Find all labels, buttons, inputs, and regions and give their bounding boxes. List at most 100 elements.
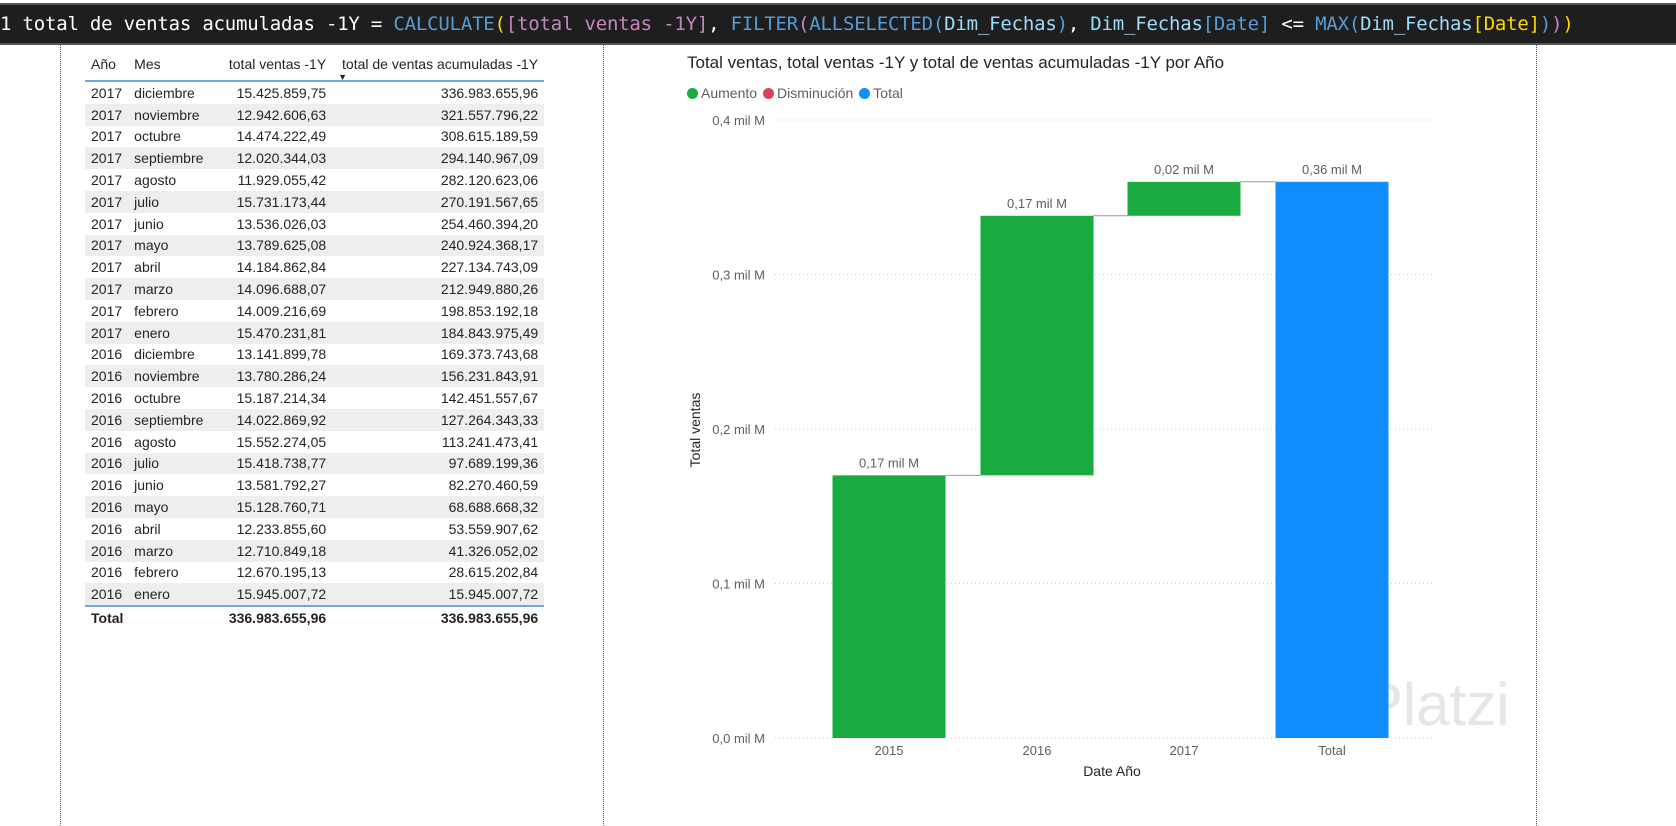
cell-year: 2017 <box>91 106 123 123</box>
table-row[interactable]: 2016 mayo 15.128.760,71 68.688.668,32 <box>85 496 545 518</box>
cell-cumulative: 294.140.967,09 <box>440 150 539 167</box>
cell-month: enero <box>134 324 170 341</box>
table-row[interactable]: 2016 abril 12.233.855,60 53.559.907,62 <box>85 518 544 540</box>
data-table: Año Mes total ventas -1Y total de ventas… <box>85 52 545 629</box>
fn-max: MAX <box>1315 13 1349 35</box>
cell-sales: 13.141.899,78 <box>236 346 327 363</box>
table-ref: Dim_Fechas <box>1090 13 1203 35</box>
cell-cumulative: 41.326.052,02 <box>448 542 539 559</box>
cell-month: julio <box>134 193 160 210</box>
y-tick-label: 0,4 mil M <box>712 113 765 128</box>
cell-month: noviembre <box>134 368 200 385</box>
cell-cumulative: 270.191.567,65 <box>440 193 539 210</box>
bar-2017 <box>1127 181 1241 216</box>
column-ref: [total ventas -1Y] <box>505 13 709 35</box>
visual-border <box>1536 44 1537 826</box>
cell-year: 2017 <box>91 215 123 232</box>
cell-cumulative: 169.373.743,68 <box>440 346 539 363</box>
table-row[interactable]: 2017 julio 15.731.173,44 270.191.567,65 <box>85 190 545 213</box>
cell-month: septiembre <box>134 411 204 428</box>
cell-cumulative: 53.559.907,62 <box>448 520 539 537</box>
table-row[interactable]: 2016 marzo 12.710.849,18 41.326.052,02 <box>85 539 545 562</box>
x-tick-label: Total <box>1318 743 1346 758</box>
legend-label: Aumento <box>701 85 758 101</box>
cell-cumulative: 212.949.880,26 <box>440 281 539 298</box>
cell-sales: 15.425.859,75 <box>236 84 327 101</box>
legend-item[interactable]: Disminución <box>763 85 853 101</box>
table-row[interactable]: 2016 febrero 12.670.195,13 28.615.202,84 <box>85 562 544 584</box>
cell-sales: 15.945.007,72 <box>236 586 327 603</box>
cell-sales: 12.670.195,13 <box>236 564 327 581</box>
cell-month: agosto <box>134 433 177 450</box>
table-row[interactable]: 2016 septiembre 14.022.869,92 127.264.343,3… <box>85 408 545 431</box>
table-row[interactable]: 2017 octubre 14.474.222,49 308.615.189,59 <box>85 126 544 148</box>
paren: ( <box>1348 13 1361 35</box>
header-cumulative[interactable]: total de ventas acumuladas -1Y ▼ <box>332 52 544 82</box>
table-row[interactable]: 2017 marzo 14.096.688,07 212.949.880,26 <box>85 278 545 300</box>
cell-sales: 12.020.344,03 <box>236 150 327 167</box>
formula-bar[interactable]: 1 total de ventas acumuladas -1Y = CALCU… <box>0 3 1676 45</box>
data-label: 0,17 mil M <box>859 455 919 470</box>
table-row[interactable]: 2016 diciembre 13.141.899,78 169.373.743,68 <box>85 344 544 366</box>
y-tick-label: 0,3 mil M <box>712 268 765 283</box>
cell-cumulative: 227.134.743,09 <box>440 259 539 276</box>
table-row[interactable]: 2016 octubre 15.187.214,34 142.451.557,67 <box>85 387 544 409</box>
legend-item[interactable]: Total <box>859 85 903 101</box>
total-cumulative: 336.983.655,96 <box>440 610 539 627</box>
cell-sales: 13.536.026,03 <box>236 215 327 232</box>
cell-month: marzo <box>134 542 174 559</box>
cell-cumulative: 240.924.368,17 <box>440 237 539 254</box>
table-ref: Dim_Fechas <box>1360 13 1473 35</box>
paren: ) <box>1539 13 1552 35</box>
table-row[interactable]: 2017 abril 14.184.862,84 227.134.743,09 <box>85 256 544 278</box>
cell-cumulative: 28.615.202,84 <box>448 564 539 581</box>
table-row[interactable]: 2016 enero 15.945.007,72 15.945.007,72 <box>85 583 545 607</box>
equals: = <box>359 13 394 35</box>
header-sales[interactable]: total ventas -1Y <box>228 56 327 72</box>
cell-sales: 14.474.222,49 <box>236 128 327 145</box>
total-sales: 336.983.655,96 <box>228 610 327 627</box>
cell-cumulative: 308.615.189,59 <box>440 128 539 145</box>
cell-year: 2016 <box>91 390 123 407</box>
table-row[interactable]: 2017 noviembre 12.942.606,63 321.557.796,22 <box>85 103 545 126</box>
cell-month: mayo <box>134 499 169 516</box>
legend-item[interactable]: Aumento <box>687 85 757 101</box>
cell-sales: 15.418.738,77 <box>236 455 327 472</box>
data-label: 0,17 mil M <box>1007 196 1067 211</box>
header-year[interactable]: Año <box>91 56 116 72</box>
table-row[interactable]: 2017 diciembre 15.425.859,75 336.983.655,96 <box>85 81 544 104</box>
visual-border <box>60 44 61 826</box>
cell-year: 2016 <box>91 564 123 581</box>
cell-year: 2017 <box>91 281 123 298</box>
bar-2015 <box>832 475 946 738</box>
x-tick-label: 2017 <box>1170 743 1199 758</box>
cell-year: 2016 <box>91 368 123 385</box>
paren: ( <box>494 13 506 35</box>
table-row[interactable]: 2017 mayo 13.789.625,08 240.924.368,17 <box>85 234 545 257</box>
cell-year: 2017 <box>91 172 123 189</box>
chart-legend: Aumento Disminución Total <box>687 85 903 101</box>
table-row[interactable]: 2017 junio 13.536.026,03 254.460.394,20 <box>85 213 544 235</box>
cell-cumulative: 282.120.623,06 <box>440 172 539 189</box>
line-number: 1 <box>0 13 12 35</box>
total-label: Total <box>91 610 124 627</box>
cell-sales: 15.187.214,34 <box>236 390 327 407</box>
table-row[interactable]: 2016 julio 15.418.738,77 97.689.199,36 <box>85 452 545 475</box>
table-row[interactable]: 2016 noviembre 13.780.286,24 156.231.843,91 <box>85 365 545 388</box>
table-row[interactable]: 2017 agosto 11.929.055,42 282.120.623,06 <box>85 169 544 191</box>
y-tick-label: 0,0 mil M <box>712 731 765 746</box>
table-row[interactable]: 2016 agosto 15.552.274,05 113.241.473,41 <box>85 431 544 453</box>
header-month[interactable]: Mes <box>134 56 161 72</box>
cell-cumulative: 198.853.192,18 <box>440 302 539 319</box>
table-row[interactable]: 2017 febrero 14.009.216,69 198.853.192,18 <box>85 300 544 322</box>
cell-sales: 15.128.760,71 <box>236 499 327 516</box>
total-row: Total 336.983.655,96 336.983.655,96 <box>85 606 545 629</box>
table-row[interactable]: 2017 enero 15.470.231,81 184.843.975,49 <box>85 321 545 344</box>
paren: ) <box>1551 13 1563 35</box>
table-row[interactable]: 2017 septiembre 12.020.344,03 294.140.967,0… <box>85 147 545 170</box>
paren: ) <box>1056 13 1068 35</box>
cell-year: 2016 <box>91 346 123 363</box>
table-row[interactable]: 2016 junio 13.581.792,27 82.270.460,59 <box>85 474 544 496</box>
cell-year: 2016 <box>91 542 123 559</box>
cell-year: 2017 <box>91 150 123 167</box>
